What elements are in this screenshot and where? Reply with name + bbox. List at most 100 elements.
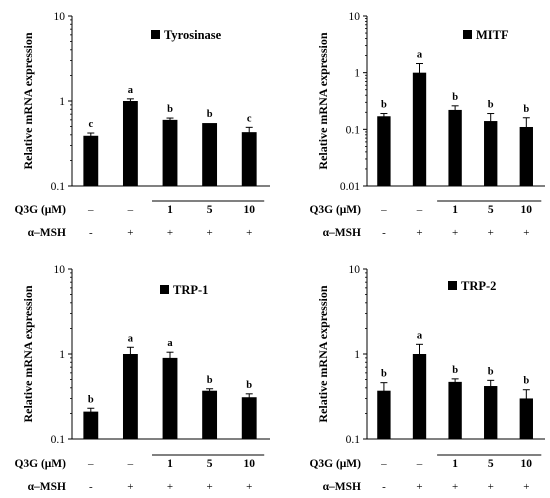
- y-tick-label: 0.1: [346, 434, 361, 446]
- bar: [484, 386, 498, 439]
- q3g-row-label: Q3G (μM): [309, 204, 361, 216]
- bar: [412, 354, 427, 439]
- q3g-value: 1: [167, 204, 173, 216]
- y-tick-label: 0.1: [51, 181, 66, 193]
- msh-value: +: [523, 481, 529, 493]
- y-axis-label: Relative mRNA expression: [21, 32, 35, 169]
- msh-value: +: [246, 481, 252, 493]
- y-tick-label: 0.1: [346, 124, 361, 136]
- q3g-value: –: [127, 204, 134, 216]
- significance-letter: b: [88, 394, 94, 405]
- y-tick-label: 0.1: [51, 434, 66, 446]
- legend-swatch: [463, 30, 472, 39]
- significance-letter: b: [452, 92, 458, 103]
- q3g-value: 5: [488, 458, 494, 470]
- y-tick-label: 1: [354, 349, 360, 361]
- y-tick-label: 10: [54, 264, 66, 276]
- legend-label: MITF: [476, 28, 509, 42]
- msh-value: +: [452, 227, 458, 239]
- bar: [377, 116, 391, 186]
- y-tick-label: 1: [59, 349, 65, 361]
- msh-row-label: α–MSH: [323, 481, 361, 493]
- msh-value: +: [127, 227, 133, 239]
- significance-letter: c: [247, 113, 252, 124]
- y-tick-label: 1: [354, 68, 360, 80]
- msh-value: +: [127, 481, 133, 493]
- significance-letter: b: [207, 109, 213, 120]
- y-tick-label: 10: [349, 11, 361, 23]
- bar: [484, 121, 498, 186]
- bar: [162, 119, 178, 186]
- q3g-row-label: Q3G (μM): [14, 204, 66, 216]
- significance-letter: b: [207, 375, 213, 386]
- q3g-value: –: [380, 458, 387, 470]
- bar: [412, 72, 427, 186]
- msh-row-label: α–MSH: [28, 227, 66, 239]
- msh-value: +: [488, 481, 494, 493]
- y-tick-label: 10: [349, 264, 361, 276]
- significance-letter: b: [523, 376, 529, 387]
- msh-value: +: [207, 481, 213, 493]
- msh-value: +: [167, 227, 173, 239]
- significance-letter: b: [488, 100, 494, 111]
- significance-letter: b: [381, 369, 387, 380]
- q3g-value: 10: [243, 458, 255, 470]
- msh-value: +: [207, 227, 213, 239]
- q3g-value: –: [87, 204, 94, 216]
- msh-value: -: [382, 227, 386, 239]
- significance-letter: c: [88, 119, 93, 130]
- y-axis-label: Relative mRNA expression: [316, 285, 330, 422]
- significance-letter: a: [417, 50, 423, 61]
- q3g-row-label: Q3G (μM): [309, 458, 361, 470]
- q3g-value: –: [416, 458, 423, 470]
- significance-letter: b: [381, 100, 387, 111]
- significance-letter: b: [488, 366, 494, 377]
- bar: [448, 109, 462, 186]
- msh-value: -: [89, 227, 93, 239]
- msh-value: -: [89, 481, 93, 493]
- legend-swatch: [151, 30, 160, 39]
- bar: [241, 397, 257, 439]
- msh-value: +: [452, 481, 458, 493]
- bar: [122, 101, 138, 186]
- msh-value: -: [382, 481, 386, 493]
- bar: [83, 411, 99, 439]
- q3g-value: –: [380, 204, 387, 216]
- significance-letter: a: [128, 85, 134, 96]
- bar: [202, 123, 218, 186]
- legend-swatch: [448, 281, 457, 290]
- significance-letter: b: [523, 104, 529, 115]
- q3g-value: 5: [488, 204, 494, 216]
- msh-value: +: [523, 227, 529, 239]
- msh-row-label: α–MSH: [323, 227, 361, 239]
- q3g-value: 1: [452, 204, 458, 216]
- bar: [83, 135, 99, 186]
- q3g-value: –: [87, 458, 94, 470]
- q3g-value: –: [127, 458, 134, 470]
- bar: [122, 354, 138, 439]
- legend-label: TRP-1: [173, 283, 208, 297]
- q3g-value: 10: [243, 204, 255, 216]
- msh-value: +: [167, 481, 173, 493]
- y-axis-label: Relative mRNA expression: [21, 285, 35, 422]
- chart-panel-trp-1: 0.1 1 10 Relative mRNA expression b a a b b TRP-1…: [14, 264, 270, 493]
- q3g-value: 10: [521, 204, 533, 216]
- significance-letter: b: [246, 380, 252, 391]
- legend-label: TRP-2: [461, 279, 496, 293]
- msh-value: +: [488, 227, 494, 239]
- bar: [448, 381, 462, 439]
- msh-value: +: [416, 227, 422, 239]
- bar: [377, 390, 391, 439]
- q3g-value: 1: [167, 458, 173, 470]
- significance-letter: b: [167, 104, 173, 115]
- significance-letter: a: [417, 330, 423, 341]
- significance-letter: a: [128, 333, 134, 344]
- y-axis-label: Relative mRNA expression: [316, 32, 330, 169]
- msh-row-label: α–MSH: [28, 481, 66, 493]
- q3g-value: 10: [521, 458, 533, 470]
- y-tick-label: 0.01: [340, 181, 360, 193]
- chart-panel-tyrosinase: 0.1 1 10 Relative mRNA expression c a b b c Tyros…: [14, 11, 270, 239]
- y-tick-label: 10: [54, 11, 66, 23]
- bar: [202, 390, 218, 439]
